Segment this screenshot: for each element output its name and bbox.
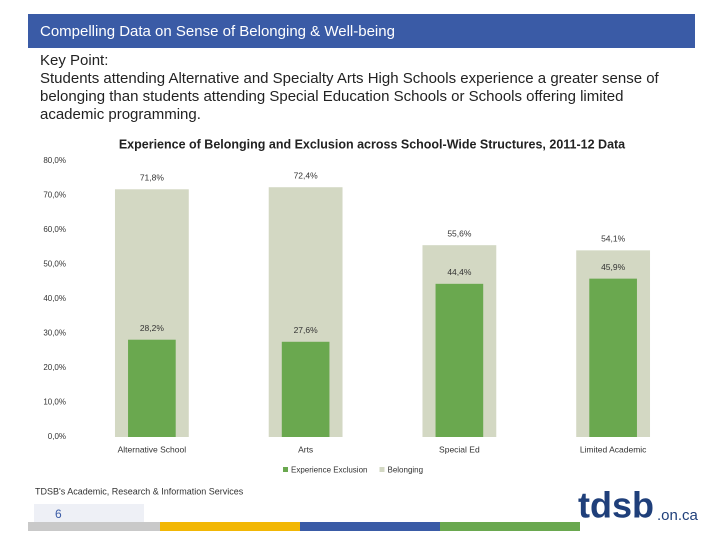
value-label: 54,1% [601, 234, 626, 244]
header-bar [28, 14, 695, 48]
logo-suffix: .on.ca [657, 507, 699, 524]
x-tick-label: Alternative School [118, 444, 187, 454]
value-label: 55,6% [447, 228, 472, 238]
value-label: 28,2% [140, 323, 165, 333]
footer-credit: TDSB's Academic, Research & Information … [35, 486, 244, 496]
y-tick-label: 20,0% [43, 363, 66, 372]
value-label: 27,6% [294, 325, 319, 335]
key-point-text: Students attending Alternative and Speci… [40, 70, 659, 123]
stripe [160, 522, 300, 531]
x-tick-label: Special Ed [439, 444, 480, 454]
key-point-label: Key Point: [40, 52, 109, 69]
y-tick-label: 50,0% [43, 260, 66, 269]
y-tick-label: 0,0% [48, 432, 66, 441]
value-label: 72,4% [294, 170, 319, 180]
bar [281, 341, 330, 437]
page-number: 6 [55, 507, 62, 521]
bar [128, 339, 176, 437]
x-tick-label: Limited Academic [580, 444, 647, 454]
chart: 0,0% 10,0% 20,0% 30,0% 40,0% 50,0% 60,0% 70,0% 8… [43, 156, 651, 475]
value-label: 44,4% [447, 267, 472, 277]
y-tick-label: 30,0% [43, 329, 66, 338]
stripe [440, 522, 580, 531]
legend-label: Belonging [387, 466, 423, 475]
value-label: 45,9% [601, 262, 626, 272]
y-tick-label: 80,0% [43, 156, 66, 165]
bar [435, 283, 484, 437]
header-title: Compelling Data on Sense of Belonging & … [40, 23, 395, 40]
stripe [28, 522, 160, 531]
legend-swatch [379, 467, 385, 472]
stripe [300, 522, 440, 531]
y-tick-label: 10,0% [43, 398, 66, 407]
y-tick-label: 70,0% [43, 191, 66, 200]
legend-label: Experience Exclusion [291, 466, 367, 475]
logo: tdsb [578, 485, 654, 526]
chart-title: Experience of Belonging and Exclusion ac… [119, 137, 626, 151]
y-tick-label: 40,0% [43, 294, 66, 303]
value-label: 71,8% [140, 173, 165, 183]
x-tick-label: Arts [298, 444, 313, 454]
key-point: Key Point: Students attending Alternativ… [40, 52, 690, 124]
legend-swatch [283, 467, 288, 472]
y-tick-label: 60,0% [43, 225, 66, 234]
bar [589, 278, 637, 437]
page-box [34, 504, 144, 524]
